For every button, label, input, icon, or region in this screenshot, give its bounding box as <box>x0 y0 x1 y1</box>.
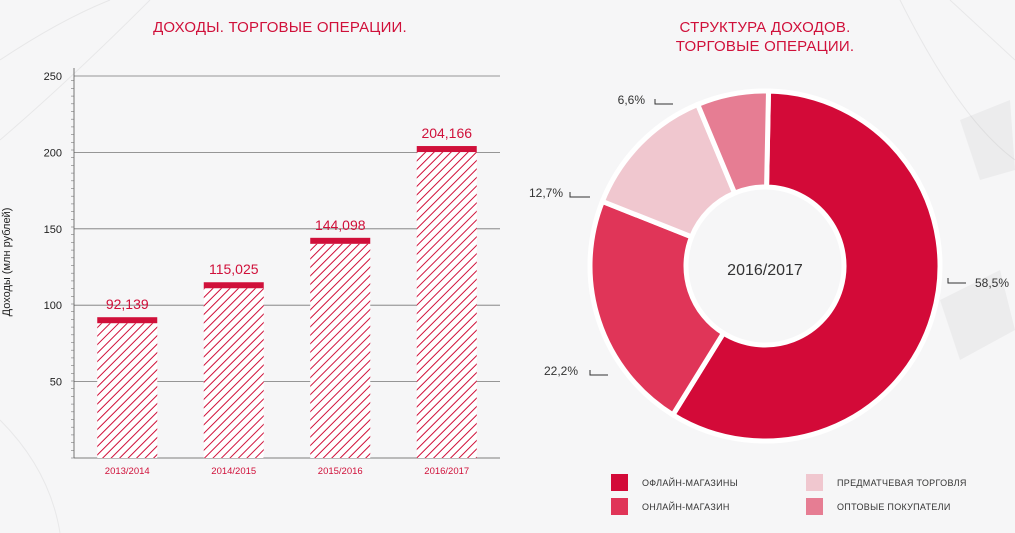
y-tick-label: 250 <box>44 71 62 83</box>
legend-item-online: ОНЛАЙН-МАГАЗИН <box>611 498 730 515</box>
y-tick-label: 200 <box>44 147 62 159</box>
y-tick-label: 50 <box>50 377 62 389</box>
slice-leader-line <box>569 192 590 198</box>
x-tick-label: 2014/2015 <box>211 466 256 477</box>
slice-value-label: 12,7% <box>529 186 563 200</box>
legend-label: ПРЕДМАТЧЕВАЯ ТОРГОВЛЯ <box>837 477 967 488</box>
slice-leader-line <box>654 99 673 105</box>
bar-value-label: 144,098 <box>315 217 366 233</box>
slice-value-label: 6,6% <box>618 93 646 107</box>
bar-cap <box>310 237 371 244</box>
bar-cap <box>416 146 477 153</box>
donut-legend: ОФЛАЙН-МАГАЗИНЫ ОНЛАЙН-МАГАЗИН ПРЕДМАТЧЕ… <box>611 474 1011 524</box>
slice-leader-line <box>947 278 966 284</box>
legend-swatch <box>611 498 628 515</box>
bar <box>310 243 371 458</box>
donut-chart-title: СТРУКТУРА ДОХОДОВ. ТОРГОВЫЕ ОПЕРАЦИИ. <box>675 19 855 55</box>
legend-item-offline: ОФЛАЙН-МАГАЗИНЫ <box>611 474 738 491</box>
legend-item-wholesale: ОПТОВЫЕ ПОКУПАТЕЛИ <box>806 498 951 515</box>
bar-value-label: 204,166 <box>421 125 472 141</box>
bar-value-label: 115,025 <box>209 261 259 277</box>
legend-label: ОФЛАЙН-МАГАЗИНЫ <box>642 477 738 488</box>
bar-chart: 50 100 150 200 250 92,139 2013/2014 115,025 201… <box>44 68 500 477</box>
bar-chart-panel: ДОХОДЫ. ТОРГОВЫЕ ОПЕРАЦИИ. Доходы (млн р… <box>1 19 500 477</box>
legend-swatch <box>806 474 823 491</box>
donut-center-label: 2016/2017 <box>727 262 803 279</box>
bar <box>203 288 264 458</box>
donut-slice <box>694 88 772 197</box>
slice-value-label: 22,2% <box>544 364 578 378</box>
bar-cap <box>203 282 264 289</box>
bar-value-label: 92,139 <box>106 296 149 312</box>
legend-label: ОПТОВЫЕ ПОКУПАТЕЛИ <box>837 501 951 512</box>
donut-chart-panel: СТРУКТУРА ДОХОДОВ. ТОРГОВЫЕ ОПЕРАЦИИ. <box>515 0 1015 533</box>
bar <box>97 323 158 458</box>
bar-cap <box>97 317 158 324</box>
x-tick-label: 2015/2016 <box>318 466 363 477</box>
x-tick-label: 2016/2017 <box>424 466 469 477</box>
y-tick-label: 100 <box>44 300 62 312</box>
x-tick-label: 2013/2014 <box>105 466 150 477</box>
bar <box>416 152 477 458</box>
slice-value-label: 58,5% <box>975 276 1009 290</box>
donut-slice <box>587 198 727 419</box>
bar-chart-title: ДОХОДЫ. ТОРГОВЫЕ ОПЕРАЦИИ. <box>153 19 407 36</box>
legend-label: ОНЛАЙН-МАГАЗИН <box>642 501 730 512</box>
legend-item-matchday: ПРЕДМАТЧЕВАЯ ТОРГОВЛЯ <box>806 474 967 491</box>
y-tick-label: 150 <box>44 224 62 236</box>
donut-slice <box>669 88 943 444</box>
legend-swatch <box>806 498 823 515</box>
slice-leader-line <box>589 370 608 376</box>
legend-swatch <box>611 474 628 491</box>
